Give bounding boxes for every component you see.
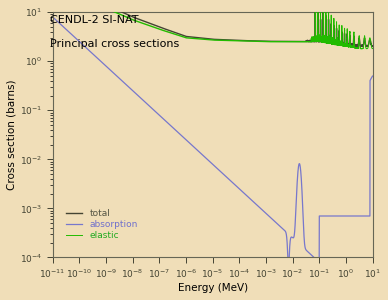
elastic (375, 45, 379, 48)
total (364, 45, 369, 48)
Legend: total, absorption, elastic: total, absorption, elastic (64, 206, 141, 243)
total (372, 44, 377, 48)
Text: CENDL-2 SI-NAT: CENDL-2 SI-NAT (50, 15, 139, 25)
absorption (308, 253, 313, 256)
absorption (286, 270, 291, 273)
absorption (242, 192, 247, 195)
Line: elastic: elastic (311, 0, 377, 49)
total (127, 14, 132, 17)
absorption (291, 236, 296, 240)
Text: Principal cross sections: Principal cross sections (50, 39, 180, 49)
total (375, 44, 379, 47)
absorption (256, 205, 261, 208)
elastic (363, 44, 368, 47)
absorption (168, 123, 172, 127)
Y-axis label: Cross section (barns): Cross section (barns) (7, 80, 17, 190)
elastic (352, 36, 357, 40)
elastic (348, 45, 353, 48)
absorption (67, 30, 71, 34)
X-axis label: Energy (MeV): Energy (MeV) (177, 283, 248, 293)
absorption (50, 15, 55, 19)
elastic (359, 47, 364, 50)
absorption (375, 74, 379, 78)
elastic (358, 47, 363, 50)
total (196, 36, 200, 40)
Line: absorption: absorption (53, 17, 377, 272)
elastic (309, 40, 314, 43)
Line: total: total (53, 0, 377, 46)
total (126, 13, 130, 16)
elastic (321, 0, 326, 2)
elastic (334, 27, 339, 31)
total (129, 15, 134, 18)
total (173, 31, 177, 34)
